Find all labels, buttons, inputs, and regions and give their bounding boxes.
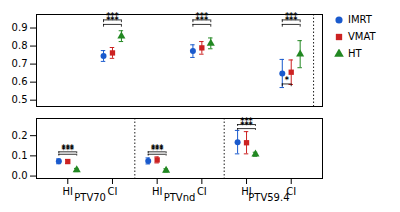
svg-text:*: * xyxy=(285,76,290,85)
svg-text:0.8: 0.8 xyxy=(12,40,28,51)
svg-text:0.5: 0.5 xyxy=(12,94,28,105)
svg-text:CI: CI xyxy=(197,186,207,197)
svg-text:CI: CI xyxy=(108,186,118,197)
svg-text:***: *** xyxy=(285,16,298,25)
html-text:IMRT: IMRT xyxy=(348,14,372,25)
svg-text:***: *** xyxy=(240,121,253,130)
svg-text:HI: HI xyxy=(241,185,252,197)
svg-text:***: *** xyxy=(62,146,75,155)
svg-text:PTV70: PTV70 xyxy=(74,192,106,203)
svg-text:PTVnd: PTVnd xyxy=(164,192,196,203)
svg-text:HI: HI xyxy=(63,186,73,197)
svg-text:0.2: 0.2 xyxy=(12,130,28,141)
svg-text:CI: CI xyxy=(286,185,297,197)
svg-text:0.1: 0.1 xyxy=(12,150,28,161)
svg-text:***: *** xyxy=(151,146,164,155)
svg-text:0.6: 0.6 xyxy=(12,76,28,87)
svg-text:***: *** xyxy=(106,16,119,25)
svg-text:HI: HI xyxy=(152,186,162,197)
svg-text:0.7: 0.7 xyxy=(12,58,28,69)
svg-text:0.0: 0.0 xyxy=(12,170,28,181)
html-text:VMAT: VMAT xyxy=(348,31,376,42)
svg-text:0.9: 0.9 xyxy=(12,22,28,33)
html-text:HT: HT xyxy=(348,48,362,59)
svg-text:***: *** xyxy=(196,16,209,25)
svg-text:PTV59.4: PTV59.4 xyxy=(248,192,289,203)
